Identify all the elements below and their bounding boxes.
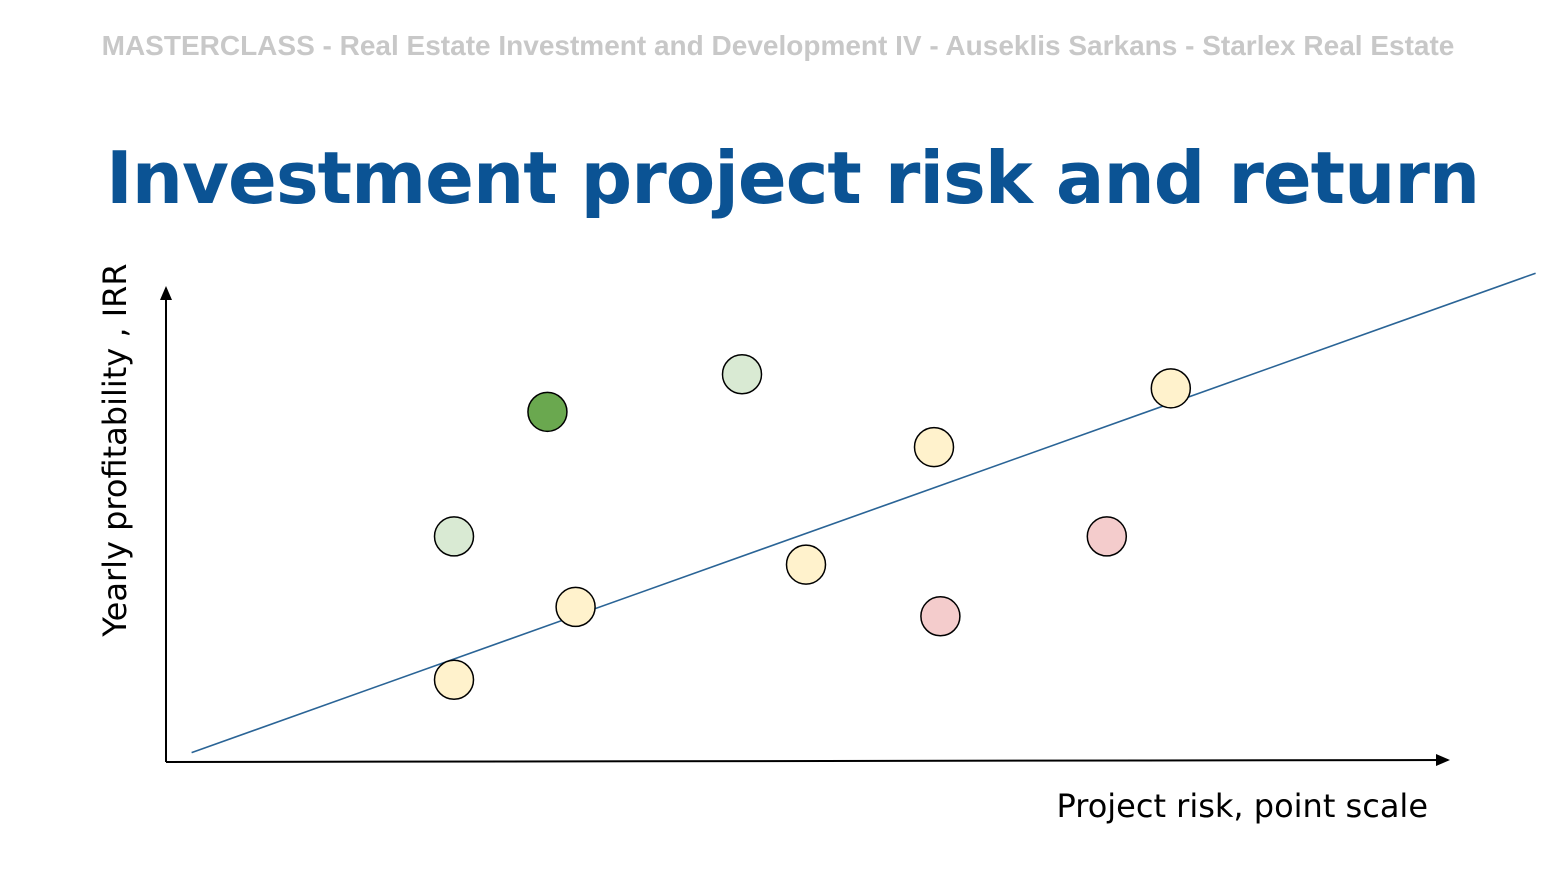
data-point-2 bbox=[555, 586, 596, 628]
x-axis-label: Project risk, point scale bbox=[1057, 787, 1428, 825]
data-point-9 bbox=[920, 596, 961, 637]
data-point-7 bbox=[721, 354, 763, 395]
x-axis bbox=[165, 754, 1450, 767]
data-point-3 bbox=[785, 544, 827, 585]
trend-line bbox=[191, 272, 1536, 754]
course-header: MASTERCLASS - Real Estate Investment and… bbox=[101, 30, 1455, 61]
data-point-5 bbox=[1150, 368, 1192, 409]
slide-title: Investment project risk and return bbox=[106, 136, 1480, 220]
data-point-10 bbox=[1086, 516, 1128, 557]
data-point-1 bbox=[433, 659, 475, 700]
data-point-4 bbox=[913, 426, 955, 468]
data-point-8 bbox=[527, 391, 568, 433]
y-axis-label: Yearly profitability , IRR bbox=[96, 263, 134, 637]
data-point-6 bbox=[433, 516, 475, 557]
